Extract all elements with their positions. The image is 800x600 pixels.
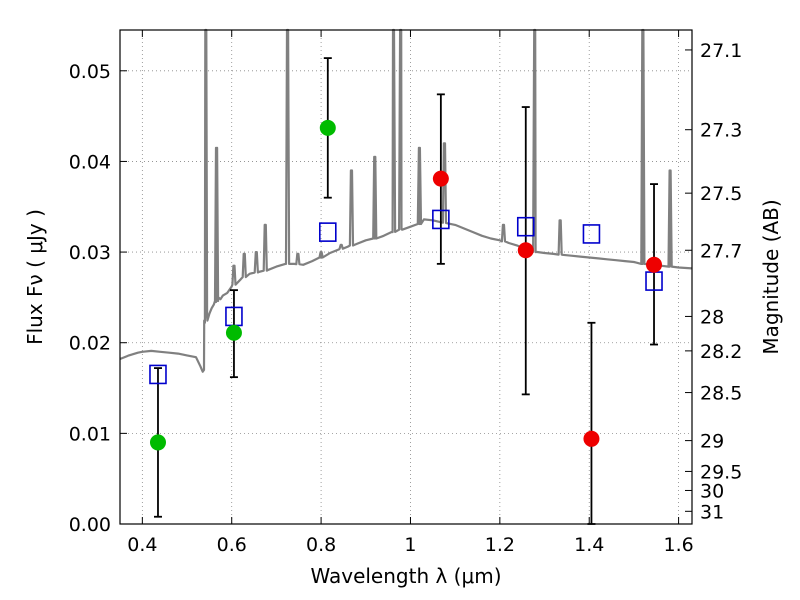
- y-tick-label: 0.00: [69, 514, 111, 536]
- blue-square-point: [582, 224, 601, 244]
- right-tick-label: 27.7: [700, 240, 742, 262]
- green-point: [319, 119, 336, 136]
- blue-square-point: [432, 209, 450, 230]
- y-axis-label: Flux Fν ( μJy ): [23, 209, 47, 345]
- right-tick-label: 29: [700, 431, 724, 453]
- y-tick-label: 0.01: [69, 423, 111, 445]
- right-tick-label: 28.2: [700, 341, 742, 363]
- x-axis-label: Wavelength λ (μm): [310, 564, 501, 588]
- x-tick-label: 1.4: [574, 534, 604, 556]
- model-spectrum: [119, 28, 693, 373]
- y-tick-labels: 0.00 0.01 0.02 0.03 0.04 0.05: [69, 61, 111, 536]
- green-point: [225, 324, 242, 341]
- y-tick-label: 0.05: [69, 61, 111, 83]
- blue-square-point: [149, 364, 167, 385]
- right-tick-label: 29.5: [700, 461, 742, 483]
- y-tick-label: 0.02: [69, 333, 111, 355]
- blue-square-point: [318, 222, 337, 242]
- x-tick-label: 0.8: [306, 534, 336, 556]
- right-tick-label: 27.3: [700, 120, 742, 142]
- red-point: [517, 242, 534, 259]
- x-tick-label: 1.6: [663, 534, 693, 556]
- x-tick-labels: 0.4 0.6 0.8 1 1.2 1.4 1.6: [127, 534, 693, 556]
- right-tick-label: 28.5: [700, 383, 742, 405]
- x-tick-label: 0.4: [127, 534, 157, 556]
- blue-square-point: [516, 216, 535, 237]
- plot-frame: [119, 29, 693, 525]
- right-tick-label: 30: [700, 480, 724, 502]
- right-axis-label: Magnitude (AB): [759, 199, 783, 354]
- x-tick-label: 0.6: [217, 534, 247, 556]
- axis-ticks: [120, 30, 692, 525]
- green-point: [149, 434, 166, 451]
- right-tick-label: 31: [700, 501, 724, 523]
- red-point: [646, 256, 663, 273]
- right-tick-label: 27.5: [700, 183, 742, 205]
- right-tick-label: 27.1: [700, 40, 742, 62]
- data-points: [149, 119, 663, 451]
- spectrum-line: [119, 28, 693, 373]
- x-tick-label: 1: [404, 534, 416, 556]
- y-tick-label: 0.03: [69, 242, 111, 264]
- right-tick-label: 28: [700, 306, 724, 328]
- red-point: [432, 170, 449, 187]
- y-tick-label: 0.04: [69, 151, 111, 173]
- x-tick-label: 1.2: [485, 534, 515, 556]
- red-point: [583, 430, 600, 447]
